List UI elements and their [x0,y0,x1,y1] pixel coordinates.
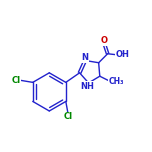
Text: Cl: Cl [11,76,21,85]
Text: OH: OH [115,50,129,59]
Text: NH: NH [81,82,94,91]
Text: CH₃: CH₃ [109,77,124,86]
Text: N: N [82,53,89,62]
Text: O: O [101,36,108,45]
Text: Cl: Cl [64,112,73,121]
